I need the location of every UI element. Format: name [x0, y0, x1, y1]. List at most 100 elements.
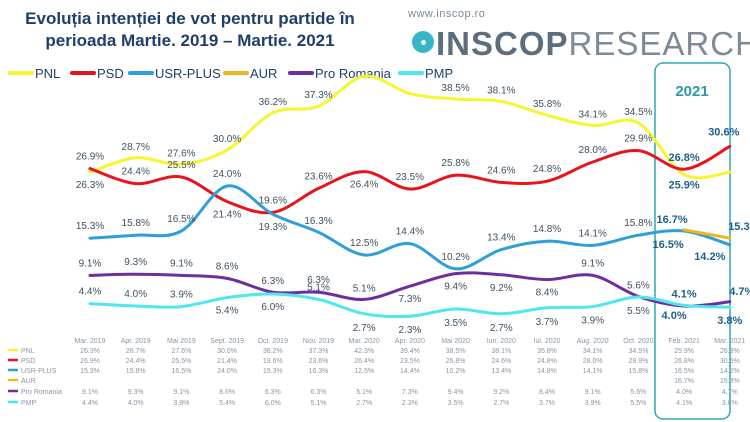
data-label-s2-1: 15.8% — [122, 218, 150, 229]
table-cell-s2-1: 15.8% — [126, 368, 146, 375]
x-tick-label-14: Mar. 2021 — [714, 338, 745, 345]
table-cell-s1-11: 28.0% — [583, 358, 603, 365]
data-label-s4-2: 9.1% — [170, 258, 193, 269]
data-label-s1-12: 29.9% — [624, 134, 652, 145]
table-cell-s4-8: 9.4% — [448, 389, 464, 396]
table-cell-s0-0: 26.3% — [80, 348, 100, 355]
data-label-s1-13: 26.8% — [668, 152, 699, 164]
data-label-s5-10: 3.7% — [536, 317, 559, 328]
data-label-s1-11: 28.0% — [579, 145, 607, 156]
data-label-s1-3: 21.4% — [213, 210, 241, 221]
data-label-s4-10: 8.4% — [536, 288, 559, 299]
table-cell-s0-12: 34.5% — [628, 348, 648, 355]
table-cell-s4-7: 7.3% — [402, 389, 418, 396]
table-cell-s1-9: 24.6% — [491, 358, 511, 365]
data-label-s5-9: 2.7% — [490, 323, 513, 334]
table-cell-s5-14: 3.8% — [722, 400, 738, 407]
table-cell-s0-3: 30.0% — [217, 348, 237, 355]
chart-title-line-2: perioada Martie. 2019 – Martie. 2021 — [45, 31, 335, 50]
data-label-s0-4: 36.2% — [259, 97, 287, 108]
data-label-s4-11: 9.1% — [581, 258, 604, 269]
table-cell-s4-5: 6.3% — [311, 389, 327, 396]
table-cell-s3-14: 15.3% — [720, 378, 740, 385]
data-label-s2-10: 14.8% — [533, 224, 561, 235]
data-label-s1-2: 25.5% — [167, 160, 195, 171]
table-cell-s1-6: 26.4% — [354, 358, 374, 365]
table-row-label-4: Pro Romania — [21, 389, 62, 396]
table-cell-s5-0: 4.4% — [82, 400, 98, 407]
highlight-label-2021: 2021 — [675, 83, 708, 100]
data-label-s1-5: 23.6% — [304, 171, 332, 182]
data-label-s0-12: 34.5% — [624, 107, 652, 118]
table-cell-s4-12: 5.6% — [630, 389, 646, 396]
data-label-s5-12: 5.5% — [627, 306, 650, 317]
data-label-s3-14: 15.3% — [728, 221, 750, 233]
data-label-s5-14: 3.8% — [717, 315, 742, 327]
data-label-s2-9: 13.4% — [487, 233, 515, 244]
table-cell-s5-2: 3.9% — [173, 400, 189, 407]
data-label-s4-13: 4.0% — [662, 310, 687, 322]
table-cell-s1-4: 19.6% — [263, 358, 283, 365]
data-label-s4-3: 8.6% — [216, 261, 239, 272]
data-label-s2-0: 15.3% — [76, 221, 104, 232]
table-cell-s5-6: 2.7% — [356, 400, 372, 407]
table-cell-s1-10: 24.8% — [537, 358, 557, 365]
table-cell-s0-7: 39.4% — [400, 348, 420, 355]
table-cell-s1-1: 24.4% — [126, 358, 146, 365]
x-tick-label-11: Aug. 2020 — [577, 338, 609, 345]
data-label-s2-2: 16.5% — [167, 214, 195, 225]
data-label-s2-4: 19.3% — [259, 222, 287, 233]
chart-title-line-1: Evoluția intenției de vot pentru partide… — [25, 9, 355, 28]
series-line-3 — [682, 228, 732, 240]
table-cell-s2-13: 16.5% — [674, 368, 694, 375]
x-tick-label-3: Sept. 2019 — [210, 338, 244, 345]
table-cell-s5-12: 5.5% — [630, 400, 646, 407]
table-row-label-5: PMP — [21, 400, 37, 407]
data-label-s4-12: 5.6% — [627, 280, 650, 291]
table-cell-s4-6: 5.1% — [356, 389, 372, 396]
data-label-s2-13: 16.5% — [652, 239, 683, 251]
table-cell-s4-4: 6.3% — [265, 389, 281, 396]
table-cell-s0-14: 26.3% — [720, 348, 740, 355]
table-cell-s5-9: 2.7% — [493, 400, 509, 407]
data-label-s2-11: 14.1% — [579, 228, 607, 239]
data-label-s5-13: 4.1% — [672, 288, 697, 300]
table-row-label-1: PSD — [21, 358, 35, 365]
data-label-s2-3: 24.0% — [213, 169, 241, 180]
x-tick-label-0: Mar. 2019 — [74, 338, 105, 345]
data-label-s4-14: 4.7% — [729, 286, 750, 298]
table-cell-s1-2: 25.5% — [171, 358, 191, 365]
data-label-s4-4: 6.3% — [261, 276, 284, 287]
table-cell-s1-0: 26.9% — [80, 358, 100, 365]
table-cell-s2-10: 14.8% — [537, 368, 557, 375]
x-tick-label-5: Nov. 2019 — [303, 338, 334, 345]
data-label-s5-3: 5.4% — [216, 306, 239, 317]
table-cell-s1-5: 23.6% — [309, 358, 329, 365]
data-label-s1-10: 24.8% — [533, 164, 561, 175]
table-cell-s5-5: 5.1% — [311, 400, 327, 407]
data-label-s0-8: 38.5% — [441, 83, 469, 94]
data-label-s0-9: 38.1% — [487, 85, 515, 96]
table-cell-s0-4: 36.2% — [263, 348, 283, 355]
x-tick-label-6: Mar. 2020 — [349, 338, 380, 345]
table-cell-s2-7: 14.4% — [400, 368, 420, 375]
table-cell-s4-13: 4.0% — [676, 389, 692, 396]
table-cell-s2-6: 12.5% — [354, 368, 374, 375]
x-tick-label-12: Oct. 2020 — [623, 338, 653, 345]
table-cell-s2-3: 24.0% — [217, 368, 237, 375]
brand-logo: INSCOPRESEARCH — [412, 26, 750, 62]
table-cell-s5-10: 3.7% — [539, 400, 555, 407]
legend-label-0: PNL — [35, 66, 60, 81]
table-cell-s2-11: 14.1% — [583, 368, 603, 375]
table-cell-s0-9: 38.1% — [491, 348, 511, 355]
data-label-s2-6: 12.5% — [350, 238, 378, 249]
series-line-2 — [88, 184, 732, 271]
data-label-s2-14: 14.2% — [694, 251, 725, 263]
data-label-s4-6: 5.1% — [353, 283, 376, 294]
table-cell-s1-7: 23.5% — [400, 358, 420, 365]
table-cell-s2-12: 15.8% — [628, 368, 648, 375]
table-cell-s2-0: 15.3% — [80, 368, 100, 375]
chart-title: Evoluția intenției de vot pentru partide… — [10, 8, 370, 52]
data-label-s1-14: 30.6% — [708, 126, 739, 138]
